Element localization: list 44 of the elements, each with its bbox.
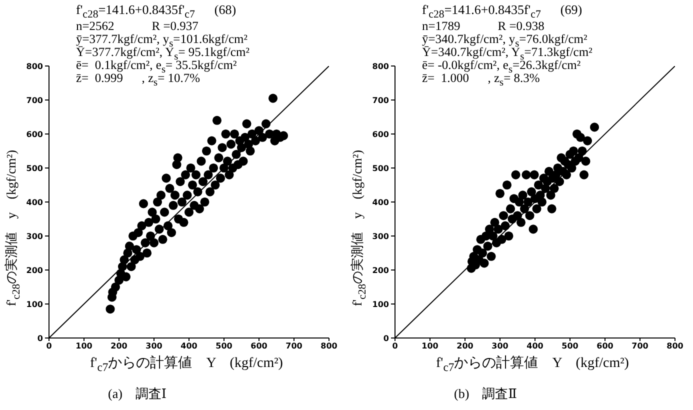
x-tick-label: 600 bbox=[596, 342, 614, 351]
text: n=2562 R =0.937 bbox=[76, 19, 198, 33]
y-tick-label: 300 bbox=[26, 232, 44, 241]
x-tick-label: 700 bbox=[286, 342, 303, 351]
text: (b) 調査Ⅱ bbox=[454, 385, 517, 403]
y-tick-label: 800 bbox=[26, 62, 44, 71]
y-tick-label: 300 bbox=[372, 232, 390, 241]
text: (a) 調査Ⅰ bbox=[108, 385, 167, 403]
y-tick-label: 600 bbox=[26, 130, 44, 139]
x-tick-label: 600 bbox=[250, 342, 268, 351]
chart-title: f'$_{c28}$=141.6+0.8435f'$_{c7}$ (68) bbox=[76, 2, 236, 21]
y-tick-label: 0 bbox=[383, 334, 390, 343]
x-tick-label: 400 bbox=[180, 342, 198, 351]
text: n=1789 R =0.938 bbox=[422, 19, 544, 33]
x-tick-label: 500 bbox=[216, 342, 233, 351]
x-tick-label: 0 bbox=[46, 342, 52, 351]
y-tick-label: 500 bbox=[372, 164, 390, 173]
x-tick-label: 200 bbox=[456, 342, 474, 351]
x-tick-label: 400 bbox=[526, 342, 544, 351]
y-tick-label: 100 bbox=[372, 300, 390, 309]
y-tick-label: 700 bbox=[26, 96, 44, 105]
x-tick-label: 300 bbox=[146, 342, 163, 351]
y-tick-label: 500 bbox=[26, 164, 44, 173]
x-axis-title: f'$_{c7}$からの計算値 Y (kgf/cm²) bbox=[90, 354, 283, 374]
x-tick-label: 300 bbox=[492, 342, 509, 351]
y-tick-label: 100 bbox=[26, 300, 44, 309]
x-tick-label: 700 bbox=[632, 342, 649, 351]
y-tick-label: 0 bbox=[37, 334, 44, 343]
x-tick-label: 800 bbox=[320, 342, 338, 351]
chart-title: f'$_{c28}$=141.6+0.8435f'$_{c7}$ (69) bbox=[422, 2, 582, 21]
x-axis-title: f'$_{c7}$からの計算値 Y (kgf/cm²) bbox=[436, 354, 629, 374]
x-tick-label: 200 bbox=[110, 342, 128, 351]
x-tick-label: 100 bbox=[422, 342, 439, 351]
y-tick-label: 400 bbox=[26, 198, 44, 207]
y-tick-label: 200 bbox=[372, 266, 390, 275]
y-tick-label: 400 bbox=[372, 198, 390, 207]
y-tick-label: 200 bbox=[26, 266, 44, 275]
x-tick-label: 100 bbox=[76, 342, 93, 351]
x-tick-label: 800 bbox=[666, 342, 684, 351]
x-tick-label: 0 bbox=[392, 342, 398, 351]
y-tick-label: 800 bbox=[372, 62, 390, 71]
y-tick-label: 600 bbox=[372, 130, 390, 139]
x-tick-label: 500 bbox=[562, 342, 579, 351]
y-tick-label: 700 bbox=[372, 96, 390, 105]
